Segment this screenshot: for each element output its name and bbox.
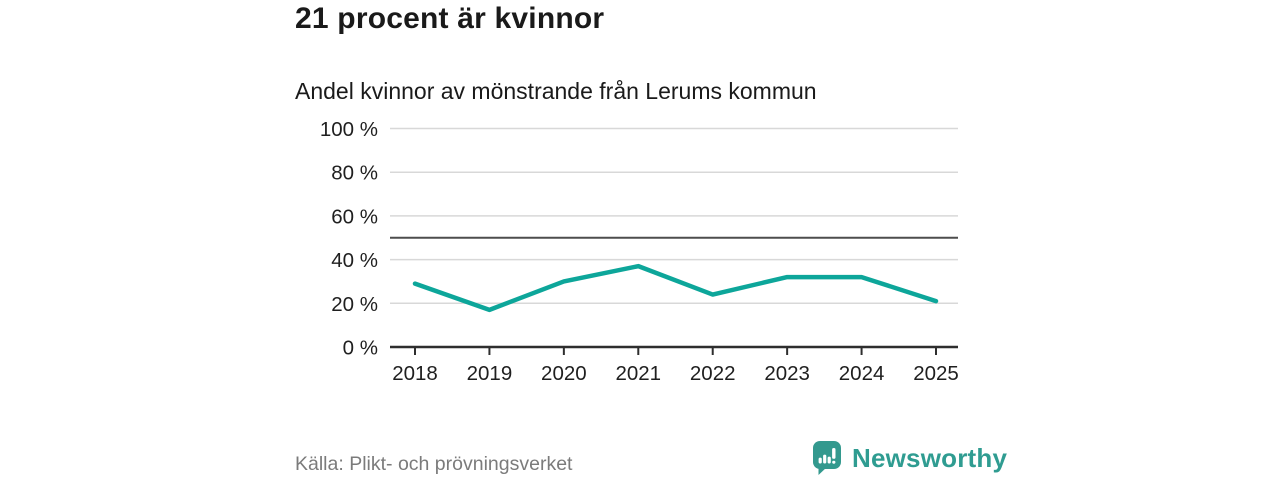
logo-bubble-tail [818,467,827,475]
x-axis-label: 2024 [839,362,885,385]
newsworthy-logo: Newsworthy [812,441,1007,476]
x-axis-label: 2023 [764,362,810,385]
x-axis-label: 2018 [392,362,438,385]
x-axis-label: 2025 [913,362,959,385]
logo-bar-chart-glyph [818,448,836,464]
logo-bubble-shape [813,441,841,469]
source-note: Källa: Plikt- och prövningsverket [295,453,573,475]
newsworthy-logo-text: Newsworthy [852,443,1008,473]
x-axis-label: 2022 [690,362,736,385]
chart-title: 21 procent är kvinnor [295,2,605,35]
y-axis-label: 40 % [331,249,378,272]
y-axis-label: 60 % [331,205,378,228]
x-axis-label: 2019 [467,362,513,385]
y-axis-label: 80 % [331,162,378,185]
data-line [412,263,939,313]
chart-subtitle: Andel kvinnor av mönstrande från Lerums … [295,78,817,104]
x-axis-label: 2020 [541,362,587,385]
y-axis-label: 0 % [343,337,378,360]
line-chart: 0 % 20 % 40 % 60 % 80 % 100 % 2018 2019 2020 2021… [320,118,959,385]
y-axis-label: 100 % [320,118,378,141]
x-axis-label: 2021 [615,362,661,385]
y-axis-label: 20 % [331,293,378,316]
newsworthy-logo-icon [813,441,841,475]
